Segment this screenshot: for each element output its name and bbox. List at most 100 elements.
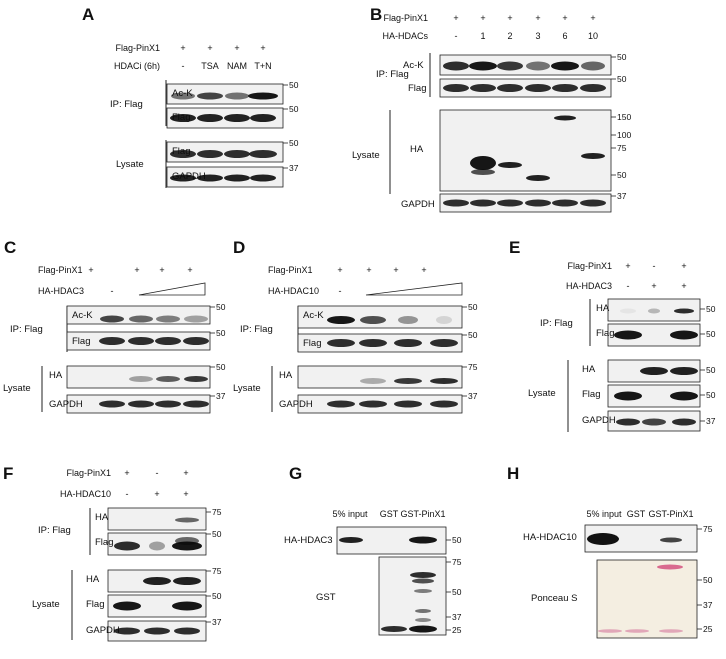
lane-value: - [339,286,342,296]
blot-strip [378,556,447,636]
mw-marker: 75 [617,143,627,153]
mw-marker: 50 [452,587,462,597]
row-label: Flag [596,328,614,339]
blot-band [128,337,154,345]
blot-band [170,114,196,122]
lane-value: + [681,281,686,291]
lane-label: GST [380,509,399,519]
condition-label: Flag-PinX1 [268,265,313,275]
mw-marker: 37 [289,163,299,173]
mw-marker: 50 [706,390,716,400]
lane-sign: - [156,468,159,478]
ponceau-stain-membrane [596,559,698,639]
lane-sign: + [260,43,265,53]
lane-sign: - [653,261,656,271]
blot-strip [297,365,463,389]
blot-band [551,61,579,71]
condition-label: Flag-PinX1 [115,43,160,53]
group-label: IP: Flag [38,525,71,536]
blot-band [197,92,223,100]
lane-value: - [627,281,630,291]
condition-label: HDACi (6h) [114,61,160,71]
row-label: GAPDH [401,199,435,210]
blot-band [174,627,200,635]
blot-band [580,84,606,92]
lane-sign: + [453,13,458,23]
lane-sign: + [480,13,485,23]
blot-band [410,572,436,578]
blot-band [155,337,181,345]
lane-label: GST [627,509,646,519]
blot-band [409,625,437,633]
lane-label: 5% input [332,509,368,519]
group-label: Lysate [3,383,31,394]
row-label: GAPDH [86,625,120,636]
condition-label: Flag-PinX1 [567,261,612,271]
mw-marker: 37 [468,391,478,401]
lane-value: TSA [201,61,219,71]
mw-marker: 50 [617,52,627,62]
blot-band [224,174,250,182]
blot-band [398,316,418,324]
blot-band [470,156,496,170]
row-label: Flag [582,389,600,400]
blot-band [581,61,605,71]
group-label: Lysate [32,599,60,610]
mw-marker: 50 [468,330,478,340]
blot-band [184,315,208,323]
mw-marker: 75 [212,566,222,576]
blot-band [430,339,458,347]
blot-band [249,150,277,158]
blot-band [327,339,355,347]
lane-value: 1 [480,31,485,41]
condition-label: Flag-PinX1 [66,468,111,478]
blot-band [250,114,276,122]
row-label: Flag [95,537,113,548]
condition-label: HA-HDAC10 [60,489,111,499]
panel-letter: E [509,238,520,257]
mw-marker: 25 [703,624,713,634]
panel-letter: G [289,464,302,483]
mw-marker: 50 [703,575,713,585]
group-label: Lysate [528,388,556,399]
row-label: GST [316,592,336,603]
group-label: Lysate [352,150,380,161]
panel-b: B Flag-PinX1 HA-HDACs + - +1 +2 +3 +6 +10 IP: Flag… [352,5,631,213]
blot-band [394,339,422,347]
row-label: Ac-K [303,310,324,321]
lane-sign: + [366,265,371,275]
ponceau-band [659,629,683,633]
blot-band [470,84,496,92]
lane-value: NAM [227,61,247,71]
condition-label: HA-HDACs [382,31,428,41]
mw-marker: 37 [617,191,627,201]
lane-sign: + [183,468,188,478]
blot-strip [166,83,284,105]
mw-marker: 50 [216,302,226,312]
mw-marker: 75 [212,507,222,517]
lane-value: 2 [507,31,512,41]
mw-marker: 50 [468,302,478,312]
blot-band [184,376,208,382]
blot-band [469,61,497,71]
mw-marker: 50 [452,535,462,545]
blot-band [640,367,668,375]
blot-band [581,153,605,159]
lane-sign: + [590,13,595,23]
blot-band [173,577,201,585]
lane-sign: + [507,13,512,23]
group-label: Lysate [116,159,144,170]
panel-letter: F [3,464,13,483]
blot-band [580,199,606,207]
mw-marker: 37 [706,416,716,426]
panel-letter: C [4,238,16,257]
blot-band [197,114,223,122]
blot-band [327,400,355,408]
blot-band [339,537,363,543]
mw-marker: 50 [216,362,226,372]
lane-label: GST-PinX1 [400,509,445,519]
blot-band [172,601,202,611]
dose-gradient-triangle [365,282,463,296]
blot-band [648,308,660,314]
